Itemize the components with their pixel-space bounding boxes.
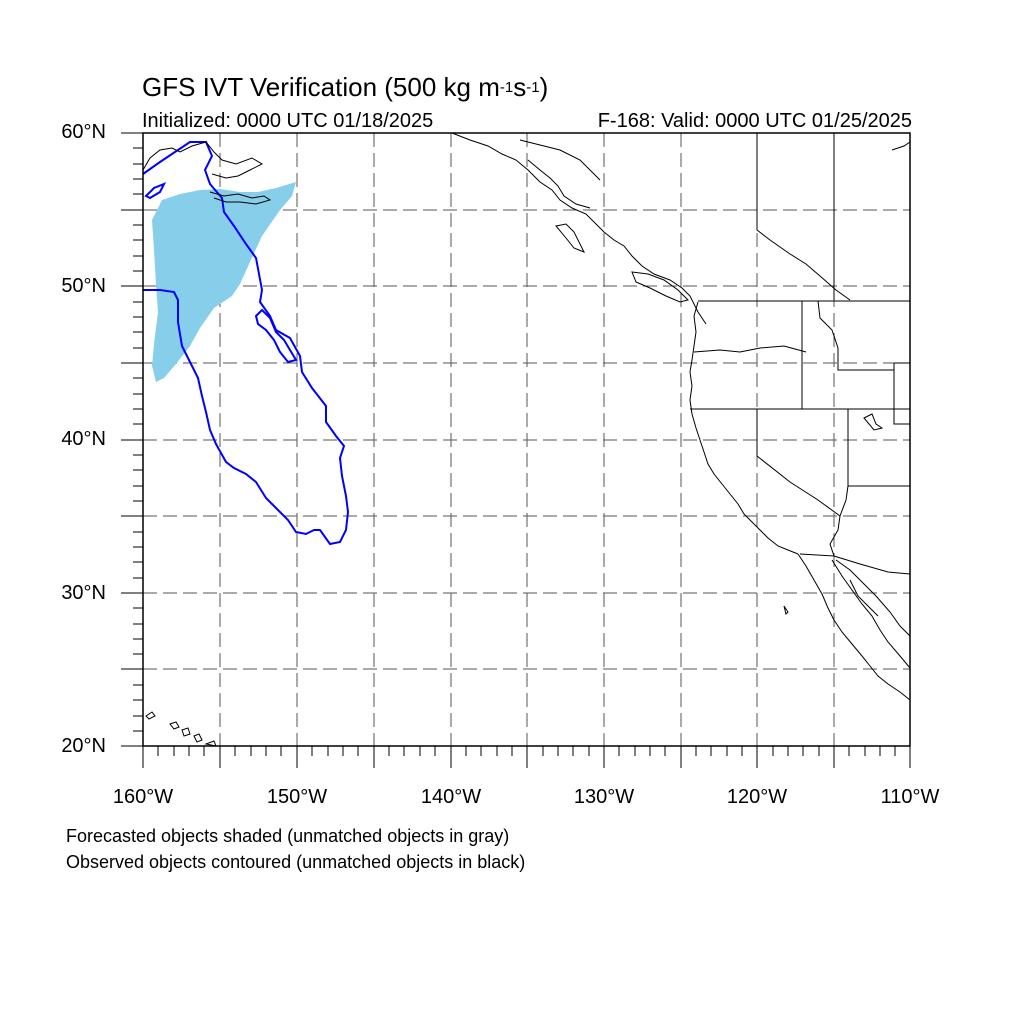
lon-label-130w: 130°W	[573, 786, 635, 808]
axis-ticks	[121, 132, 911, 768]
lat-label-60n: 60°N	[61, 121, 106, 143]
gridlines	[143, 133, 910, 746]
lat-label-20n: 20°N	[61, 735, 106, 757]
title-main: GFS IVT Verification (500 kg m	[142, 72, 500, 102]
lon-label-160w: 160°W	[112, 786, 174, 808]
title-exponent-1: -1	[499, 79, 514, 96]
observed-object-contour-fragment	[144, 182, 167, 200]
lat-label-30n: 30°N	[61, 582, 106, 604]
note-observed: Observed objects contoured (unmatched ob…	[66, 852, 526, 872]
lon-label-110w: 110°W	[880, 786, 940, 808]
title-exponent-2: -1	[526, 79, 540, 96]
initialized-time: Initialized: 0000 UTC 01/18/2025	[142, 110, 434, 132]
coastlines	[142, 132, 911, 747]
lat-label-40n: 40°N	[61, 428, 106, 450]
observed-object-contour-hole	[254, 308, 298, 364]
forecast-object	[152, 182, 296, 382]
lon-label-150w: 150°W	[266, 786, 328, 808]
valid-time: F-168: Valid: 0000 UTC 01/25/2025	[597, 110, 912, 132]
title-end: )	[539, 72, 549, 102]
lat-label-50n: 50°N	[61, 275, 106, 297]
lon-label-140w: 140°W	[420, 786, 482, 808]
observed-object-contour	[142, 141, 350, 546]
note-forecast: Forecasted objects shaded (unmatched obj…	[66, 826, 510, 846]
title-unit-s: s	[513, 72, 527, 102]
lon-label-120w: 120°W	[726, 786, 788, 808]
map-title: GFS IVT Verification (500 kg m-1s-1)	[142, 72, 548, 103]
